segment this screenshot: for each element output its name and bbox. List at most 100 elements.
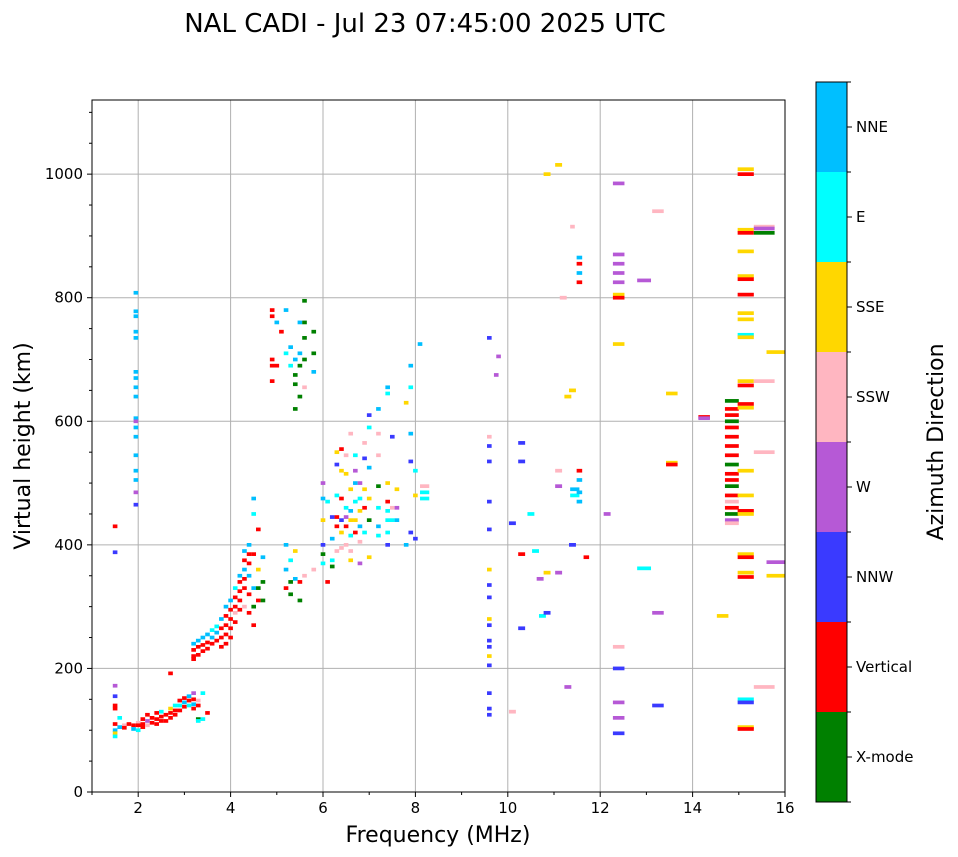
colorbar-tick-label: W <box>856 478 871 496</box>
echo-point-nne <box>357 524 363 529</box>
echo-point-e <box>320 561 326 566</box>
echo-point-nne <box>408 431 414 436</box>
echo-point-nne <box>353 481 358 485</box>
echo-point-vertical <box>200 649 206 653</box>
echo-point-w <box>698 416 710 421</box>
echo-point-e <box>283 351 289 356</box>
echo-point-e <box>200 691 206 695</box>
echo-point-nne <box>133 336 139 340</box>
echo-point-w <box>536 576 544 581</box>
echo-point-nne <box>576 478 583 482</box>
echo-point-nne <box>408 363 414 368</box>
echo-point-sse <box>555 163 563 167</box>
echo-point-vertical <box>237 580 243 584</box>
echo-point-w <box>612 252 625 257</box>
echo-point-w <box>612 181 625 186</box>
echo-point-nnw <box>366 413 372 417</box>
echo-point-vertical <box>612 295 625 300</box>
echo-point-vertical <box>195 703 201 708</box>
echo-point-vertical <box>112 706 118 711</box>
echo-point-x-mode <box>329 564 335 569</box>
colorbar-label: Azimuth Direction <box>924 343 949 540</box>
echo-point-e <box>334 493 340 498</box>
echo-point-e <box>353 499 358 504</box>
y-tick-label: 200 <box>54 659 83 677</box>
y-tick-label: 600 <box>54 412 83 430</box>
echo-point-ssw <box>376 453 381 458</box>
echo-point-vertical <box>339 447 344 451</box>
echo-point-ssw <box>145 723 150 728</box>
x-tick-label: 2 <box>133 799 143 817</box>
echo-point-nnw <box>612 731 625 736</box>
echo-point-nne <box>292 576 298 581</box>
echo-point-sse <box>569 388 576 393</box>
echo-point-vertical <box>297 580 303 584</box>
echo-point-sse <box>716 614 729 618</box>
echo-point-w <box>652 610 664 615</box>
echo-point-sse <box>394 487 400 492</box>
y-axis-label: Virtual height (km) <box>11 342 36 549</box>
echo-point-vertical <box>172 712 178 717</box>
echo-point-vertical <box>140 722 146 726</box>
echo-point-x-mode <box>256 586 261 590</box>
echo-point-nne <box>260 555 266 560</box>
echo-point-vertical <box>122 725 127 730</box>
echo-point-vertical <box>251 552 257 556</box>
echo-point-sse <box>385 481 390 485</box>
echo-point-sse <box>339 530 344 535</box>
echo-point-vertical <box>583 555 590 560</box>
echo-point-x-mode <box>302 320 307 325</box>
echo-point-nne <box>223 604 229 609</box>
echo-point-ssw <box>753 224 775 229</box>
echo-point-x-mode <box>302 336 307 340</box>
echo-point-vertical <box>191 697 196 702</box>
echo-point-x-mode <box>724 399 739 403</box>
echo-point-sse <box>737 405 754 410</box>
echo-point-sse <box>737 167 754 172</box>
echo-point-sse <box>737 274 754 278</box>
echo-point-x-mode <box>320 552 326 556</box>
echo-point-vertical <box>237 589 243 594</box>
echo-point-vertical <box>724 434 739 439</box>
echo-point-vertical <box>724 471 739 476</box>
echo-point-nne <box>570 487 580 492</box>
echo-point-nnw <box>389 434 395 439</box>
echo-point-vertical <box>724 478 739 482</box>
echo-point-nne <box>348 509 354 513</box>
echo-point-nne <box>376 524 381 529</box>
colorbar-segment-w <box>816 442 847 532</box>
echo-point-e <box>737 697 754 702</box>
echo-point-vertical <box>269 314 275 319</box>
echo-point-vertical <box>737 727 754 731</box>
colorbar-segment-vertical <box>816 622 847 712</box>
echo-point-nne <box>297 351 303 356</box>
echo-point-sse <box>612 292 625 297</box>
echo-point-vertical <box>724 493 739 498</box>
echo-point-vertical <box>256 527 261 532</box>
echo-point-vertical <box>737 555 754 560</box>
echo-point-nne <box>576 271 583 275</box>
echo-point-sse <box>564 394 572 399</box>
echo-point-ssw <box>339 546 344 550</box>
y-axis-ticks: 0 200 400 600 800 1000 <box>45 111 92 801</box>
echo-point-ssw <box>343 543 349 547</box>
echo-point-vertical <box>182 696 187 700</box>
echo-point-w <box>612 271 625 275</box>
echo-point-w <box>766 560 785 565</box>
echo-point-sse <box>737 493 754 498</box>
echo-point-e <box>348 533 354 538</box>
echo-point-w <box>496 354 501 359</box>
echo-point-sse <box>737 335 754 340</box>
echo-point-vertical <box>576 261 583 266</box>
echo-point-e <box>329 558 335 563</box>
echo-point-vertical <box>172 708 178 713</box>
echo-point-vertical <box>154 717 159 721</box>
echo-point-vertical <box>269 357 275 362</box>
echo-point-vertical <box>724 425 739 430</box>
colorbar-segment-e <box>816 172 847 262</box>
echo-point-nnw <box>652 703 664 708</box>
echo-point-vertical <box>168 671 173 676</box>
echo-point-nnw <box>487 706 492 711</box>
x-axis-label: Frequency (MHz) <box>346 823 531 848</box>
echo-point-nnw <box>569 543 576 547</box>
